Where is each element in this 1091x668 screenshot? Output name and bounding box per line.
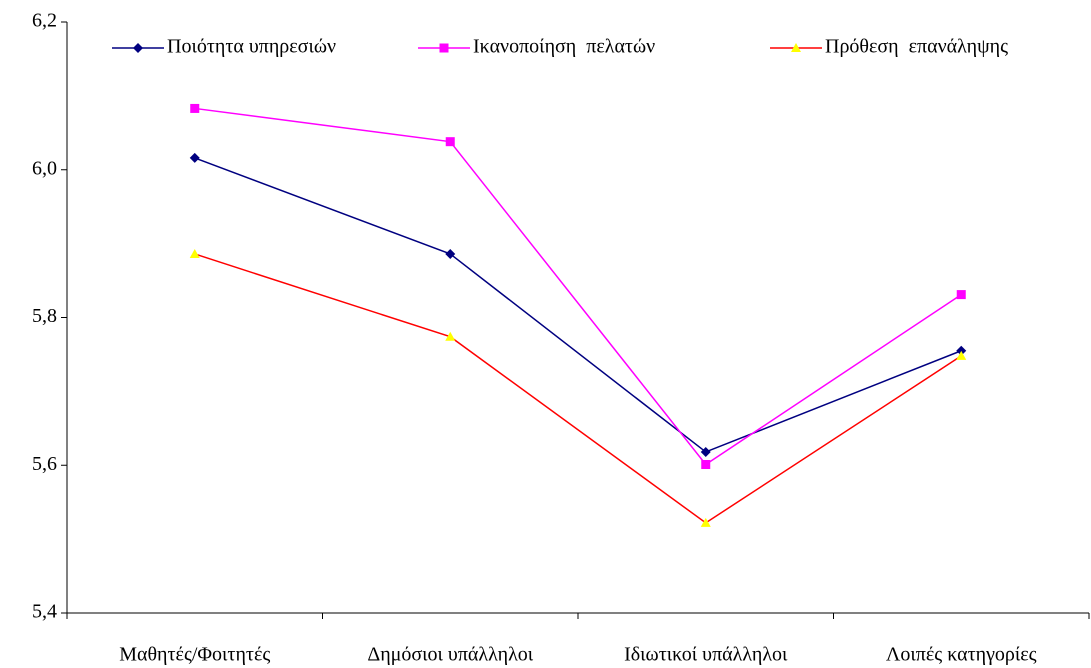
data-point xyxy=(700,517,711,527)
y-tick-label: 5,4 xyxy=(32,601,57,623)
series-line xyxy=(194,253,962,524)
data-point xyxy=(956,345,967,356)
x-tick-label: Λοιπές κατηγορίες xyxy=(886,644,1037,666)
data-point xyxy=(445,331,456,341)
data-point xyxy=(700,446,711,457)
data-point xyxy=(701,460,711,470)
data-point xyxy=(190,103,200,113)
legend-marker xyxy=(133,43,143,53)
data-point xyxy=(189,248,200,258)
x-tick-label: Δημόσιοι υπάλληλοι xyxy=(367,644,533,666)
y-tick-label: 5,8 xyxy=(32,305,57,327)
legend-label: Ποιότητα υπηρεσιών xyxy=(167,36,336,58)
legend-marker xyxy=(791,43,801,52)
series-line xyxy=(194,157,962,453)
y-tick-label: 6,2 xyxy=(32,10,57,32)
series-line xyxy=(194,107,962,466)
data-point xyxy=(956,290,966,300)
data-point xyxy=(445,248,456,259)
legend-label: Ικανοποίηση πελατών xyxy=(473,36,655,58)
legend-label: Πρόθεση επανάληψης xyxy=(825,36,1008,58)
y-tick-label: 6,0 xyxy=(32,157,57,179)
data-point xyxy=(956,350,967,360)
legend-marker xyxy=(439,43,449,53)
x-tick-label: Ιδιωτικοί υπάλληλοι xyxy=(624,644,788,666)
data-point xyxy=(445,137,455,147)
y-tick-label: 5,6 xyxy=(32,453,57,475)
data-point xyxy=(189,152,200,163)
x-tick-label: Μαθητές/Φοιτητές xyxy=(119,644,270,666)
